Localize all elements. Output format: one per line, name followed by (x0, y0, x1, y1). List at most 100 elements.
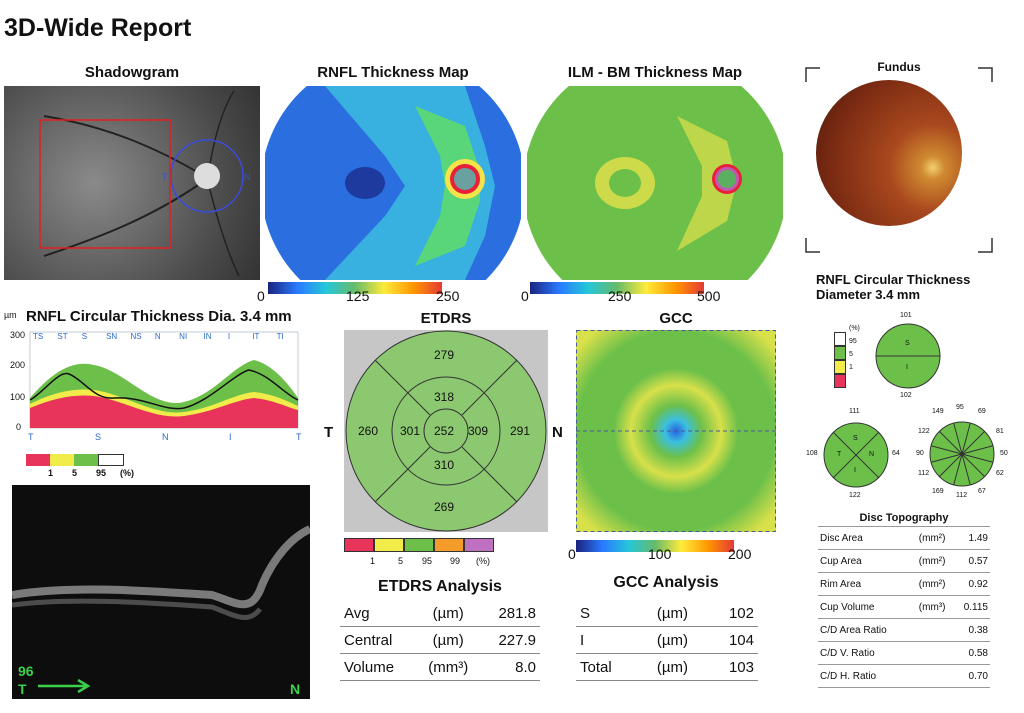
disc-topography-label: Cup Volume (818, 595, 912, 619)
shadowgram-t-label: T (162, 172, 168, 182)
etdrs-inner-superior: 318 (434, 390, 455, 404)
gcc-analysis-unit: (µm) (640, 626, 705, 654)
circ-sector-label: NI (179, 332, 188, 341)
clock-v3: 69 (978, 408, 986, 415)
gcc-analysis-row: S (µm) 102 (576, 600, 758, 627)
clock-sector-divider (961, 445, 994, 455)
circ-sector-label: TS (33, 332, 44, 341)
rnfl-circ-legend (26, 454, 126, 466)
rnfl-scale-125: 125 (346, 288, 370, 304)
clock-sector-divider (939, 453, 963, 477)
disc-topography-value: 0.115 (952, 595, 990, 619)
etdrs-legend-95: 95 (422, 556, 433, 566)
etdrs-analysis-value: 8.0 (479, 653, 540, 681)
disc-topography-value: 0.58 (952, 641, 990, 665)
clock-sector-divider (961, 422, 971, 455)
rnfl-scale-250: 250 (436, 288, 460, 304)
clock-v5: 81 (996, 428, 1004, 435)
clock-v12: 67 (978, 488, 986, 495)
disc-topography-row: Rim Area (mm²) 0.92 (818, 572, 990, 596)
clock-sector-divider (930, 453, 963, 463)
clock-sector-divider (953, 453, 963, 486)
disc-topography-label: C/D V. Ratio (818, 641, 912, 665)
etdrs-analysis-row: Central (µm) 227.9 (340, 626, 540, 654)
right-legend-green (834, 346, 846, 360)
gcc-analysis-label: Total (576, 653, 641, 681)
etdrs-side-n: N (552, 424, 563, 441)
ilm-map-title: ILM - BM Thickness Map (567, 64, 743, 81)
etdrs-analysis-unit: (mm³) (416, 653, 480, 681)
rnfl-circ-right-title-2: Diameter 3.4 mm (816, 287, 921, 302)
four-t: T (837, 451, 842, 458)
gcc-analysis-value: 104 (704, 626, 758, 654)
clock-v9: 62 (996, 470, 1004, 477)
etdrs-inner-nasal: 309 (468, 424, 489, 438)
disc-topography-unit: (mm²) (911, 526, 953, 550)
gcc-analysis-row: Total (µm) 103 (576, 653, 758, 681)
etdrs-analysis-title: ETDRS Analysis (378, 578, 502, 595)
clock-v6: 90 (916, 450, 924, 457)
disc-topography-unit (911, 664, 953, 688)
two-s: S (905, 340, 910, 347)
gcc-analysis-table: S (µm) 102 I (µm) 104 Total (µm) 103 (576, 600, 758, 681)
bscan-n-label: N (290, 681, 301, 697)
ilm-scale-500: 500 (697, 288, 721, 304)
disc-topography-label: C/D Area Ratio (818, 618, 912, 642)
gcc-analysis-label: I (576, 626, 641, 654)
gcc-map (576, 330, 776, 532)
gcc-analysis-title: GCC Analysis (613, 574, 719, 591)
rnfl-circ-unit: µm (4, 310, 17, 320)
disc-topography-unit: (mm²) (911, 549, 953, 573)
legend-green (74, 454, 98, 466)
rnfl-scale-bar (268, 282, 442, 294)
rnfl-circ-right-title-1: RNFL Circular Thickness (816, 272, 971, 287)
clock-v4: 122 (918, 428, 930, 435)
disc-topography-row: C/D V. Ratio 0.58 (818, 641, 990, 665)
fundus-image (816, 80, 962, 226)
disc-topography-label: Disc Area (818, 526, 912, 550)
right-legend-pct: (%) (849, 325, 860, 332)
disc-topography-label: Rim Area (818, 572, 912, 596)
etdrs-legend-red (344, 538, 374, 552)
clock-sector-divider (930, 445, 963, 455)
circ-sector-label: S (81, 332, 88, 341)
right-legend (834, 332, 846, 388)
clock-sector-divider (939, 431, 963, 455)
four-sector-chart: 111 108 64 122 S T N I (806, 408, 906, 500)
disc-topography-row: Cup Area (mm²) 0.57 (818, 549, 990, 573)
etdrs-inner-inferior: 310 (434, 458, 455, 472)
gcc-analysis-unit: (µm) (640, 653, 705, 681)
etdrs-chart: 279 318 252 301 309 260 291 310 269 (344, 330, 548, 532)
two-bottom: 102 (900, 392, 912, 399)
right-legend-white (834, 332, 846, 346)
gcc-analysis-row: I (µm) 104 (576, 626, 758, 654)
etdrs-outer-superior: 279 (434, 348, 455, 362)
gcc-scale-bar (576, 540, 734, 552)
legend-red (26, 454, 50, 466)
clock-v1: 149 (932, 408, 944, 415)
circ-x-label: T (296, 432, 302, 442)
clock-sector-divider (961, 431, 985, 455)
disc-topography-unit (911, 641, 953, 665)
right-legend-5: 5 (849, 351, 853, 358)
circ-y-200: 200 (10, 360, 26, 370)
clock-sector-divider (961, 453, 971, 486)
circ-sector-label: NS (130, 332, 142, 341)
bscan-slice: 96 (18, 663, 34, 679)
rnfl-circ-right-title: RNFL Circular Thickness Diameter 3.4 mm (816, 272, 970, 302)
etdrs-side-t: T (324, 424, 334, 441)
circ-sector-label: N (154, 332, 161, 341)
disc-topography-value: 0.70 (952, 664, 990, 688)
disc-topography-value: 0.38 (952, 618, 990, 642)
bscan-t-label: T (18, 681, 27, 697)
etdrs-analysis-label: Avg (340, 600, 417, 627)
disc-topography-row: Disc Area (mm²) 1.49 (818, 526, 990, 550)
shadowgram-n-label: N (244, 172, 251, 182)
four-right: 64 (892, 450, 900, 457)
circ-y-0: 0 (16, 422, 22, 432)
disc-topography-table: Disc Area (mm²) 1.49 Cup Area (mm²) 0.57 Rim A… (818, 526, 990, 688)
ilm-thickness-map (527, 86, 783, 280)
circ-sector-label: SN (106, 332, 118, 341)
legend-5: 5 (72, 468, 78, 478)
